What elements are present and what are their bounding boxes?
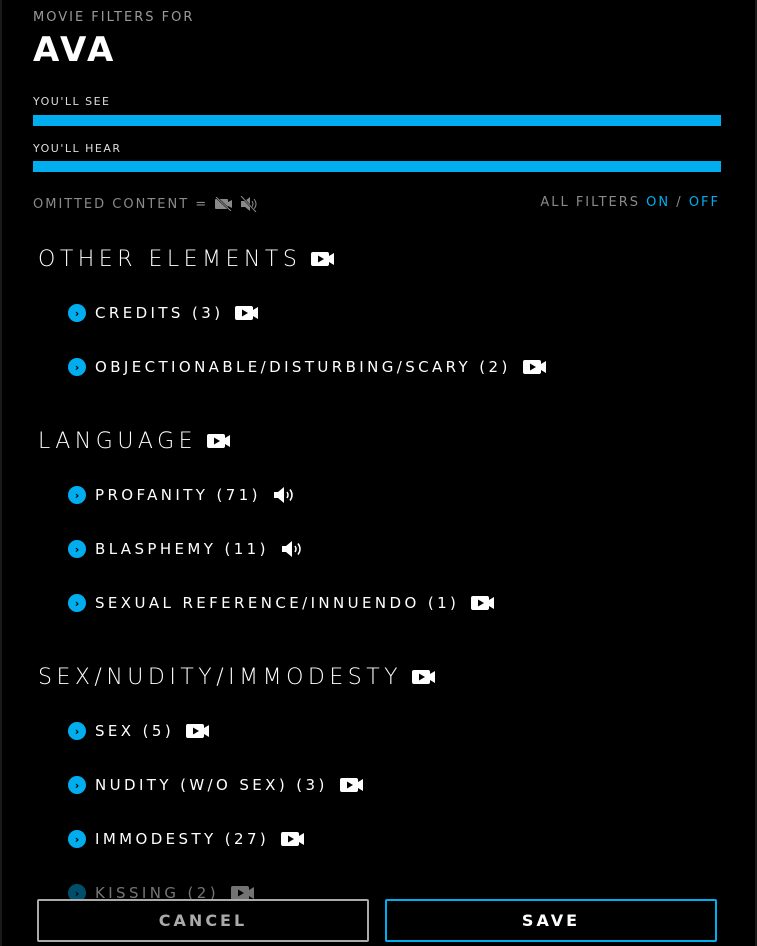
- video-icon: [339, 778, 363, 792]
- filter-item[interactable]: › KISSING (2): [38, 866, 728, 920]
- filter-item[interactable]: › OBJECTIONABLE/DISTURBING/SCARY (2): [38, 340, 728, 394]
- right-edge: [755, 0, 757, 946]
- omitted-legend: OMITTED CONTENT =: [33, 196, 258, 212]
- video-icon: [207, 434, 231, 448]
- category-name: OTHER ELEMENTS: [38, 246, 302, 272]
- filter-item-label: OBJECTIONABLE/DISTURBING/SCARY (2): [95, 358, 511, 376]
- page-title: AVA: [33, 30, 117, 70]
- video-off-icon: [215, 197, 233, 211]
- filter-item[interactable]: › NUDITY (W/O SEX) (3): [38, 758, 728, 812]
- category-name: LANGUAGE: [38, 428, 198, 454]
- video-icon: [231, 886, 254, 900]
- hear-meter: [33, 161, 721, 172]
- hear-label: YOU'LL HEAR: [33, 142, 122, 155]
- filter-item-label: SEXUAL REFERENCE/INNUENDO (1): [95, 594, 460, 612]
- see-meter: [33, 115, 721, 126]
- video-icon: [281, 832, 305, 846]
- filter-item[interactable]: › CREDITS (3): [38, 286, 728, 340]
- filter-item-label: IMMODESTY (27): [95, 830, 270, 848]
- category-header[interactable]: SEX/NUDITY/IMMODESTY: [38, 650, 728, 704]
- chevron-right-icon[interactable]: ›: [68, 304, 86, 322]
- chevron-right-icon[interactable]: ›: [68, 830, 86, 848]
- chevron-right-icon[interactable]: ›: [68, 722, 86, 740]
- chevron-right-icon[interactable]: ›: [68, 358, 86, 376]
- all-filters-label: ALL FILTERS: [540, 195, 641, 210]
- video-icon: [471, 596, 495, 610]
- chevron-right-icon[interactable]: ›: [68, 486, 86, 504]
- video-icon: [186, 724, 210, 738]
- filter-item-label: SEX (5): [95, 722, 175, 740]
- video-icon: [311, 252, 335, 266]
- filter-item-label: BLASPHEMY (11): [95, 540, 269, 558]
- filter-item-label: NUDITY (W/O SEX) (3): [95, 776, 328, 794]
- all-filters-on[interactable]: ON: [646, 195, 671, 210]
- audio-icon: [273, 487, 293, 503]
- cancel-button[interactable]: CANCEL: [37, 899, 369, 942]
- filter-item[interactable]: › SEX (5): [38, 704, 728, 758]
- left-edge: [0, 0, 2, 946]
- all-filters-off[interactable]: OFF: [688, 195, 720, 210]
- save-button[interactable]: SAVE: [385, 899, 717, 942]
- video-icon: [412, 670, 436, 684]
- video-icon: [235, 306, 259, 320]
- filter-item-label: KISSING (2): [95, 884, 219, 902]
- audio-icon: [281, 541, 301, 557]
- audio-off-icon: [240, 196, 257, 212]
- separator: /: [676, 195, 683, 210]
- chevron-right-icon[interactable]: ›: [68, 776, 86, 794]
- page-subtitle: MOVIE FILTERS FOR: [33, 10, 195, 25]
- filter-item[interactable]: › IMMODESTY (27): [38, 812, 728, 866]
- chevron-right-icon[interactable]: ›: [68, 540, 86, 558]
- filter-item[interactable]: › SEXUAL REFERENCE/INNUENDO (1): [38, 576, 728, 630]
- filter-item[interactable]: › PROFANITY (71): [38, 468, 728, 522]
- filter-item-label: PROFANITY (71): [95, 486, 261, 504]
- chevron-right-icon[interactable]: ›: [68, 884, 86, 902]
- omitted-label: OMITTED CONTENT =: [33, 196, 209, 212]
- filter-list: OTHER ELEMENTS › CREDITS (3) › OBJECTIONABLE…: [38, 232, 728, 920]
- category-header[interactable]: OTHER ELEMENTS: [38, 232, 728, 286]
- category-name: SEX/NUDITY/IMMODESTY: [38, 664, 403, 690]
- category-header[interactable]: LANGUAGE: [38, 414, 728, 468]
- chevron-right-icon[interactable]: ›: [68, 594, 86, 612]
- all-filters-toggle: ALL FILTERS ON / OFF: [540, 195, 720, 210]
- filter-item[interactable]: › BLASPHEMY (11): [38, 522, 728, 576]
- video-icon: [522, 360, 546, 374]
- see-label: YOU'LL SEE: [33, 95, 111, 108]
- filter-item-label: CREDITS (3): [95, 304, 224, 322]
